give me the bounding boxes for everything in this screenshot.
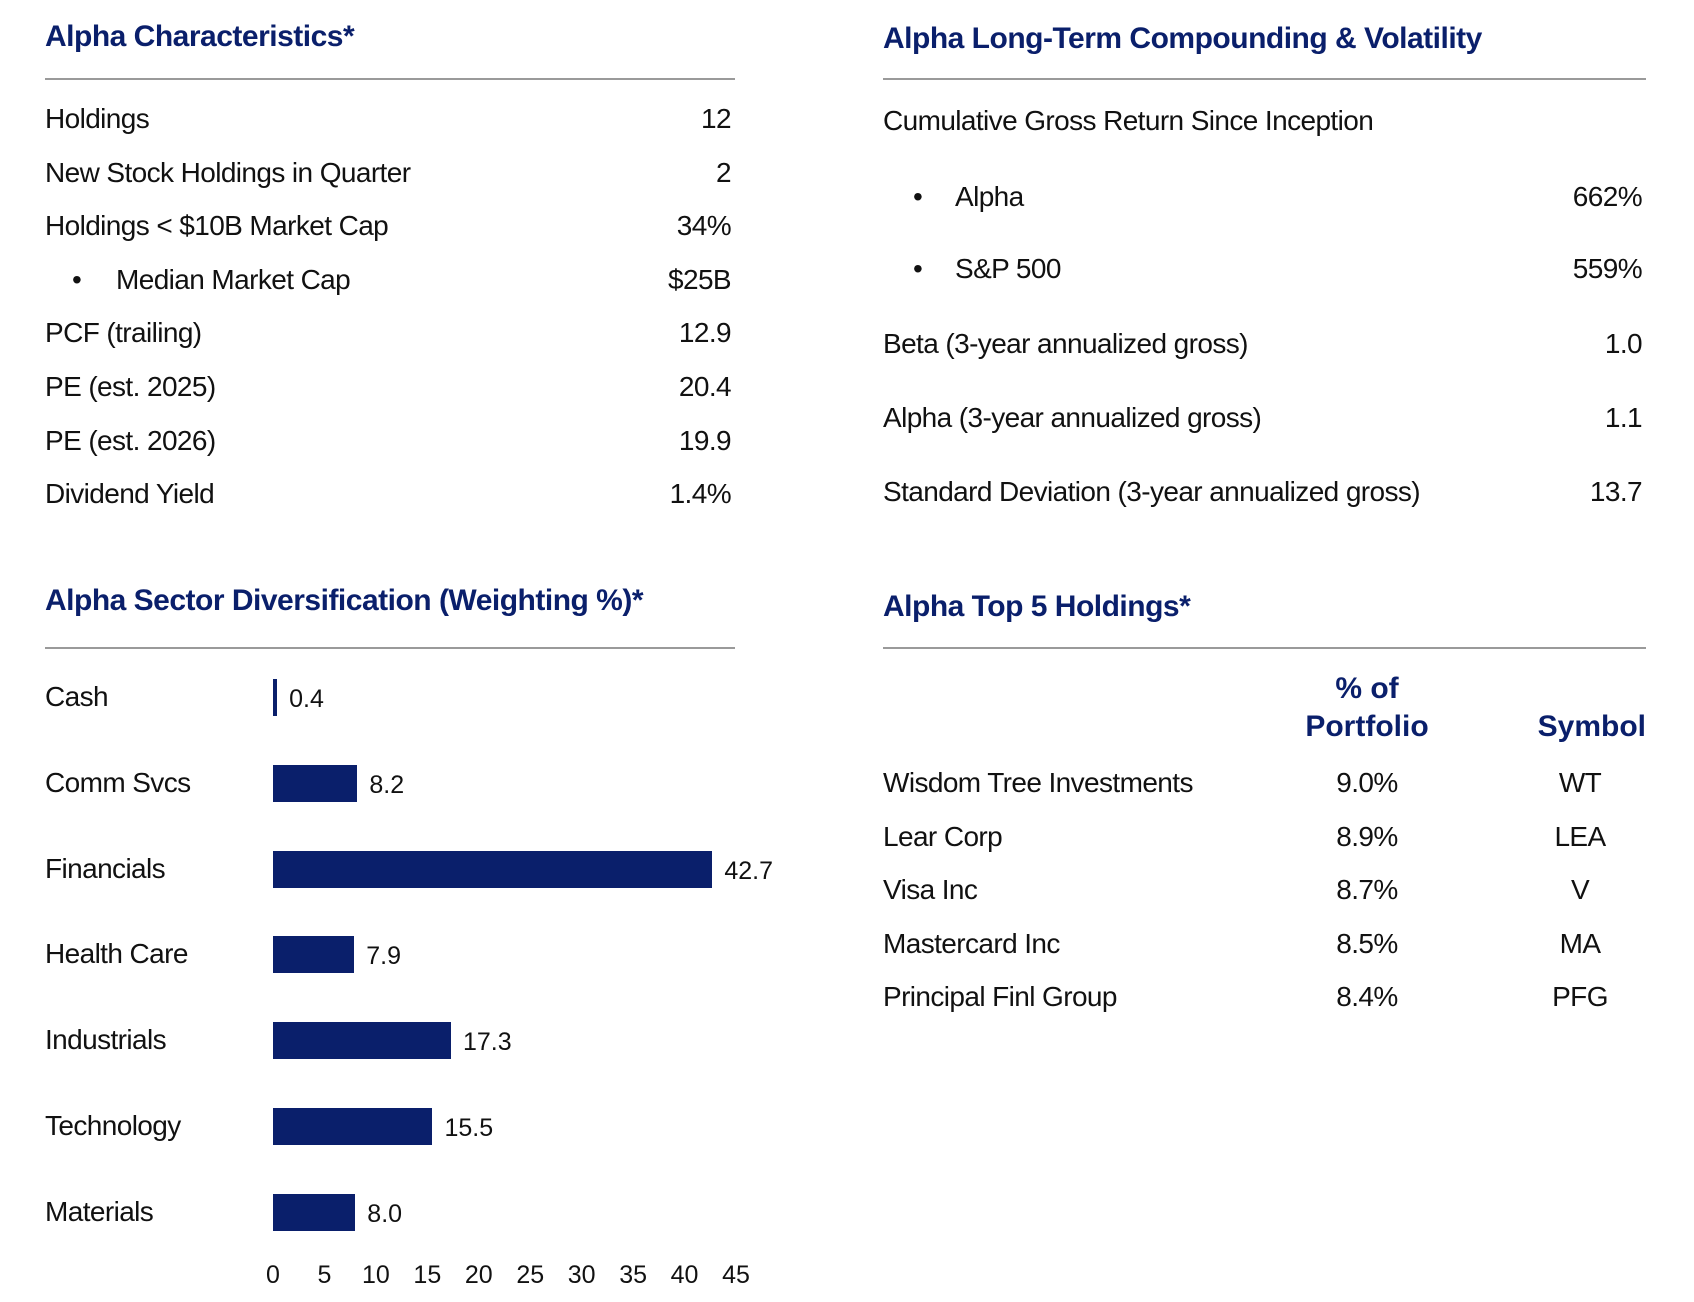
holding-symbol: WT: [1558, 767, 1602, 798]
col-header-pct: % of Portfolio: [1267, 670, 1467, 746]
holding-name: Principal Finl Group: [883, 981, 1117, 1012]
x-tick-label: 10: [361, 1261, 390, 1289]
row-label: Alpha: [955, 181, 1024, 212]
row-value: 1.4%: [669, 478, 732, 510]
category-label: Cash: [45, 681, 109, 712]
value-label: 17.3: [462, 1028, 512, 1057]
x-tick-label: 30: [567, 1261, 596, 1289]
x-tick-label: 0: [266, 1261, 280, 1289]
divider: [45, 647, 735, 649]
col-header-pct-line2: Portfolio: [1305, 710, 1429, 743]
holding-name: Mastercard Inc: [883, 927, 1060, 959]
row-label: Alpha (3-year annualized gross): [883, 402, 1262, 433]
holding-pct: 8.7%: [1336, 874, 1398, 905]
divider: [45, 78, 735, 80]
value-label: 0.4: [289, 685, 324, 713]
divider: [883, 647, 1646, 649]
row-value: 13.7: [1589, 476, 1643, 507]
bullet-icon: •: [913, 253, 923, 284]
holding-symbol: V: [1570, 874, 1590, 905]
divider: [883, 78, 1646, 80]
category-label: Comm Svcs: [45, 766, 191, 798]
bar-comm-svcs: [273, 764, 358, 802]
row-value: 662%: [1572, 181, 1643, 212]
value-label: 15.5: [444, 1114, 494, 1142]
top-holdings-title: Alpha Top 5 Holdings*: [883, 590, 1191, 623]
value-label: 7.9: [366, 942, 402, 971]
bar-technology: [273, 1108, 433, 1145]
value-label: 8.0: [367, 1199, 403, 1228]
row-label: Holdings: [45, 103, 150, 134]
bar-materials: [273, 1193, 356, 1231]
holding-pct: 8.9%: [1336, 820, 1398, 852]
col-header-symbol: Symbol: [1537, 710, 1646, 743]
category-label: Financials: [45, 852, 166, 884]
x-tick-label: 40: [670, 1261, 699, 1289]
row-value: 34%: [676, 210, 732, 242]
x-tick-label: 5: [317, 1261, 332, 1289]
bullet-icon: •: [72, 263, 82, 295]
category-label: Health Care: [45, 938, 188, 970]
row-value: 559%: [1572, 253, 1643, 284]
bar-cash: [273, 679, 278, 716]
col-header-pct-line1: % of: [1335, 672, 1399, 705]
holding-symbol: LEA: [1554, 820, 1606, 852]
x-tick-label: 20: [464, 1261, 493, 1289]
row-value: 1.1: [1604, 402, 1643, 433]
holding-name: Lear Corp: [883, 820, 1003, 852]
chart-title: Alpha Sector Diversification (Weighting …: [45, 584, 644, 617]
holding-symbol: MA: [1559, 927, 1601, 959]
row-label: Holdings < $10B Market Cap: [45, 210, 389, 242]
row-label: PE (est. 2026): [45, 424, 216, 456]
row-label: S&P 500: [955, 253, 1061, 284]
row-label: New Stock Holdings in Quarter: [45, 156, 411, 188]
holding-pct: 9.0%: [1336, 767, 1398, 798]
bar-health-care: [273, 936, 355, 974]
x-tick-label: 25: [516, 1261, 545, 1289]
value-label: 8.2: [369, 770, 405, 799]
row-label: Standard Deviation (3-year annualized gr…: [883, 476, 1421, 507]
row-value: 20.4: [678, 371, 732, 402]
bullet-icon: •: [913, 181, 923, 212]
compounding-title: Alpha Long-Term Compounding & Volatility: [883, 22, 1482, 55]
characteristics-title: Alpha Characteristics*: [45, 20, 355, 53]
holding-pct: 8.5%: [1336, 927, 1398, 959]
x-tick-label: 45: [722, 1261, 750, 1289]
row-value: 1.0: [1604, 328, 1643, 359]
holding-pct: 8.4%: [1336, 981, 1398, 1012]
row-value: $25B: [668, 263, 732, 295]
bar-financials: [273, 850, 713, 888]
row-label: Median Market Cap: [116, 263, 351, 295]
category-label: Industrials: [45, 1024, 167, 1056]
cumulative-label: Cumulative Gross Return Since Inception: [883, 105, 1374, 136]
row-value: 12: [701, 103, 732, 134]
category-label: Technology: [45, 1110, 181, 1141]
holding-name: Wisdom Tree Investments: [883, 767, 1193, 798]
row-value: 19.9: [678, 424, 732, 456]
bar-industrials: [273, 1022, 451, 1060]
holding-symbol: PFG: [1552, 981, 1608, 1012]
row-label: Dividend Yield: [45, 478, 215, 510]
holding-name: Visa Inc: [883, 874, 978, 905]
x-tick-label: 35: [619, 1261, 648, 1289]
x-tick-label: 15: [413, 1261, 442, 1289]
row-value: 12.9: [678, 317, 732, 349]
row-label: PCF (trailing): [45, 317, 202, 349]
row-label: PE (est. 2025): [45, 371, 216, 402]
row-value: 2: [716, 156, 732, 188]
value-label: 42.7: [724, 856, 773, 885]
category-label: Materials: [45, 1195, 154, 1227]
row-label: Beta (3-year annualized gross): [883, 328, 1248, 359]
